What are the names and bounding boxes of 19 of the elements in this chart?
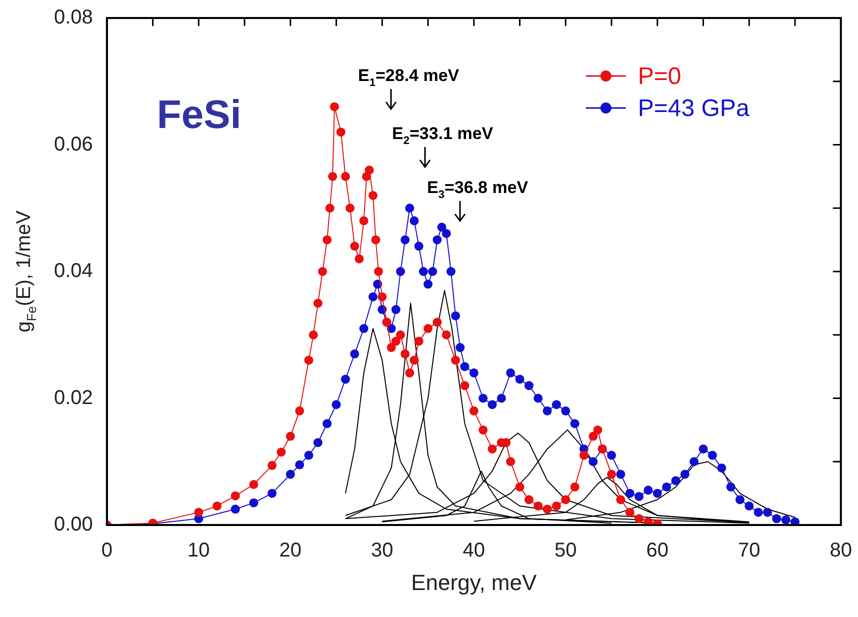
x-tick-label: 10	[188, 540, 210, 562]
x-tick-label: 40	[462, 540, 486, 562]
x-tick-label: 80	[830, 540, 852, 562]
x-axis-title: Energy, meV	[411, 570, 537, 595]
y-tick-label: 0.00	[54, 514, 93, 536]
legend-label: P=43 GPa	[638, 95, 750, 122]
x-tick-label: 50	[554, 540, 577, 562]
y-tick-label: 0.08	[54, 6, 93, 29]
y-tick-label: 0.02	[54, 386, 93, 409]
x-tick-label: 30	[371, 540, 394, 562]
x-tick-label: 20	[279, 540, 302, 562]
annotation: FeSi	[156, 93, 242, 137]
y-tick-label: 0.06	[54, 133, 93, 156]
y-axis-title: gFe(E), 1/meV	[13, 210, 39, 332]
legend-label: P=0	[638, 63, 682, 90]
y-tick-label: 0.04	[54, 260, 93, 282]
x-tick-label: 70	[738, 540, 760, 562]
x-tick-label: 0	[101, 540, 112, 562]
x-tick-label: 60	[646, 540, 669, 562]
